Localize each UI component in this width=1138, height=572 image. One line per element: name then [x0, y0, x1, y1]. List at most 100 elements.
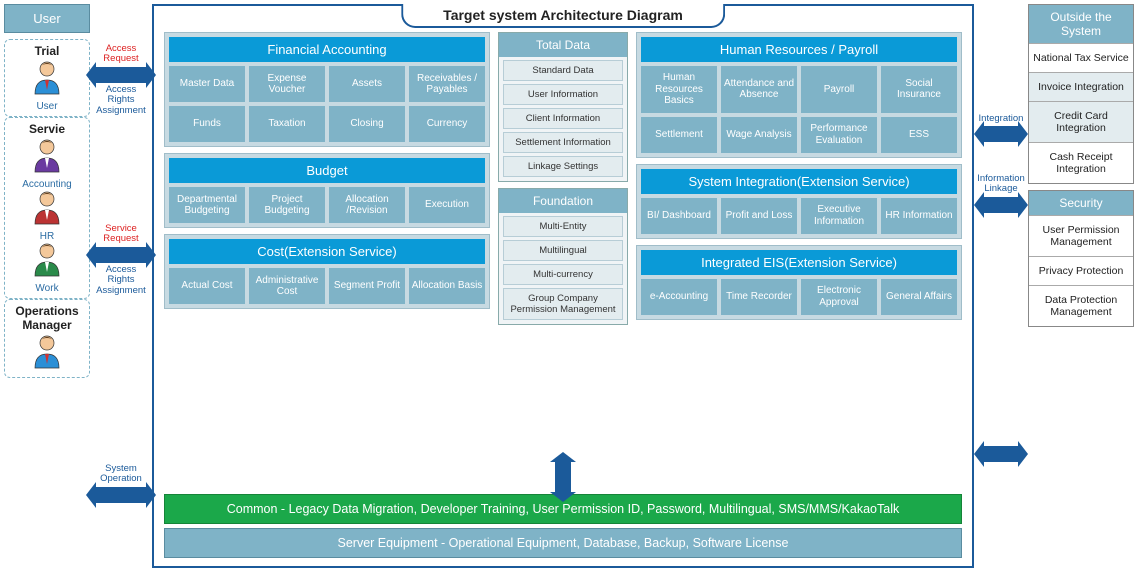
module-item: Taxation: [249, 106, 325, 142]
arrow-label-top: Service Request: [92, 224, 150, 245]
arrow-label-top: Access Request: [92, 44, 150, 65]
vert-arrow-icon: [555, 462, 571, 492]
main-body: Financial Accounting Master DataExpense V…: [154, 6, 972, 460]
right-box: SecurityUser Permission ManagementPrivac…: [1028, 190, 1134, 327]
module: System Integration(Extension Service)BI/…: [636, 164, 962, 239]
right-box-header: Outside the System: [1029, 5, 1133, 43]
narrow-item: Multi-Entity: [503, 216, 623, 237]
arrow-label-top: System Operation: [92, 464, 150, 485]
module-item: Payroll: [801, 66, 877, 113]
person-icon: [31, 334, 63, 370]
diagram-container: User Trial UserServie Accounting HR Work…: [0, 0, 1138, 572]
person-icon-wrap: [9, 60, 85, 99]
module: Integrated EIS(Extension Service)e-Accou…: [636, 245, 962, 320]
module-item: Allocation /Revision: [329, 187, 405, 223]
module-header: Financial Accounting: [169, 37, 485, 62]
user-group-title: Servie: [9, 122, 85, 136]
module-item: Human Resources Basics: [641, 66, 717, 113]
right-box-item: Invoice Integration: [1029, 72, 1133, 101]
module-item: Currency: [409, 106, 485, 142]
arrow-block: Integration: [976, 114, 1026, 144]
module-item: Expense Voucher: [249, 66, 325, 102]
user-role-label: Accounting: [9, 179, 85, 190]
user-group-box: Servie Accounting HR Work: [4, 117, 90, 299]
module-item: Executive Information: [801, 198, 877, 234]
arrow-block: [976, 444, 1026, 464]
center-narrow-column: Total DataStandard DataUser InformationC…: [498, 32, 628, 452]
user-role-label: User: [9, 101, 85, 112]
narrow-item: Settlement Information: [503, 132, 623, 153]
arrow-block: System Operation: [92, 464, 150, 505]
module-grid: Departmental BudgetingProject BudgetingA…: [169, 187, 485, 223]
module-grid: Master DataExpense VoucherAssetsReceivab…: [169, 66, 485, 142]
module-grid: Actual CostAdministrative CostSegment Pr…: [169, 268, 485, 304]
module-item: e-Accounting: [641, 279, 717, 315]
person-icon-wrap: [9, 334, 85, 373]
right-box-item: User Permission Management: [1029, 215, 1133, 256]
module: Cost(Extension Service) Actual CostAdmini…: [164, 234, 490, 309]
module: BudgetDepartmental BudgetingProject Budg…: [164, 153, 490, 228]
bi-arrow-icon: [984, 126, 1018, 142]
bi-arrow-icon: [96, 487, 146, 503]
module-grid: e-AccountingTime RecorderElectronic Appr…: [641, 279, 957, 315]
module-item: ESS: [881, 117, 957, 153]
module-item: BI/ Dashboard: [641, 198, 717, 234]
user-group-title: Operations Manager: [9, 304, 85, 332]
narrow-item: User Information: [503, 84, 623, 105]
right-box-item: Data Protection Management: [1029, 285, 1133, 326]
right-box-header: Security: [1029, 191, 1133, 215]
module-item: Project Budgeting: [249, 187, 325, 223]
narrow-box: Total DataStandard DataUser InformationC…: [498, 32, 628, 182]
module-item: Execution: [409, 187, 485, 223]
right-box-item: National Tax Service: [1029, 43, 1133, 72]
person-icon: [31, 60, 63, 96]
module-item: Administrative Cost: [249, 268, 325, 304]
server-bar: Server Equipment - Operational Equipment…: [164, 528, 962, 558]
bi-arrow-icon: [984, 197, 1018, 213]
user-column-header: User: [4, 4, 90, 33]
module-item: Attendance and Absence: [721, 66, 797, 113]
module-item: Electronic Approval: [801, 279, 877, 315]
arrow-block: Access Request Access Rights Assignment: [92, 44, 150, 116]
diagram-title: Target system Architecture Diagram: [401, 4, 725, 28]
module-item: Assets: [329, 66, 405, 102]
right-box-item: Privacy Protection: [1029, 256, 1133, 285]
right-arrow-column: IntegrationInformation Linkage: [976, 4, 1026, 568]
module-item: Segment Profit: [329, 268, 405, 304]
person-icon: [31, 190, 63, 226]
person-icon-wrap: [9, 242, 85, 281]
narrow-item: Client Information: [503, 108, 623, 129]
module-item: Master Data: [169, 66, 245, 102]
right-modules: Human Resources / Payroll Human Resources…: [636, 32, 962, 452]
module-header: Human Resources / Payroll: [641, 37, 957, 62]
user-group-box: Operations Manager: [4, 299, 90, 378]
narrow-item: Group Company Permission Management: [503, 288, 623, 320]
module-item: Funds: [169, 106, 245, 142]
person-icon-wrap: [9, 190, 85, 229]
narrow-item: Linkage Settings: [503, 156, 623, 177]
left-arrow-column: Access Request Access Rights Assignment S…: [92, 4, 150, 568]
module-header: Cost(Extension Service): [169, 239, 485, 264]
user-column: User Trial UserServie Accounting HR Work…: [4, 4, 90, 568]
module-item: Performance Evaluation: [801, 117, 877, 153]
module-item: Departmental Budgeting: [169, 187, 245, 223]
module-item: General Affairs: [881, 279, 957, 315]
right-box-item: Credit Card Integration: [1029, 101, 1133, 142]
module-item: Wage Analysis: [721, 117, 797, 153]
module-item: Profit and Loss: [721, 198, 797, 234]
module-grid: BI/ DashboardProfit and LossExecutive In…: [641, 198, 957, 234]
user-role-label: HR: [9, 231, 85, 242]
right-box-item: Cash Receipt Integration: [1029, 142, 1133, 183]
narrow-box: FoundationMulti-EntityMultilingualMulti-…: [498, 188, 628, 325]
bi-arrow-icon: [96, 247, 146, 263]
arrow-label: Integration: [979, 114, 1024, 124]
arrow-label-bottom: Access Rights Assignment: [92, 85, 150, 116]
module-item: Allocation Basis: [409, 268, 485, 304]
module-item: Social Insurance: [881, 66, 957, 113]
arrow-block: Service Request Access Rights Assignment: [92, 224, 150, 296]
module-item: Actual Cost: [169, 268, 245, 304]
narrow-item: Standard Data: [503, 60, 623, 81]
module-item: Receivables / Payables: [409, 66, 485, 102]
right-box: Outside the SystemNational Tax ServiceIn…: [1028, 4, 1134, 184]
bi-arrow-icon: [984, 446, 1018, 462]
